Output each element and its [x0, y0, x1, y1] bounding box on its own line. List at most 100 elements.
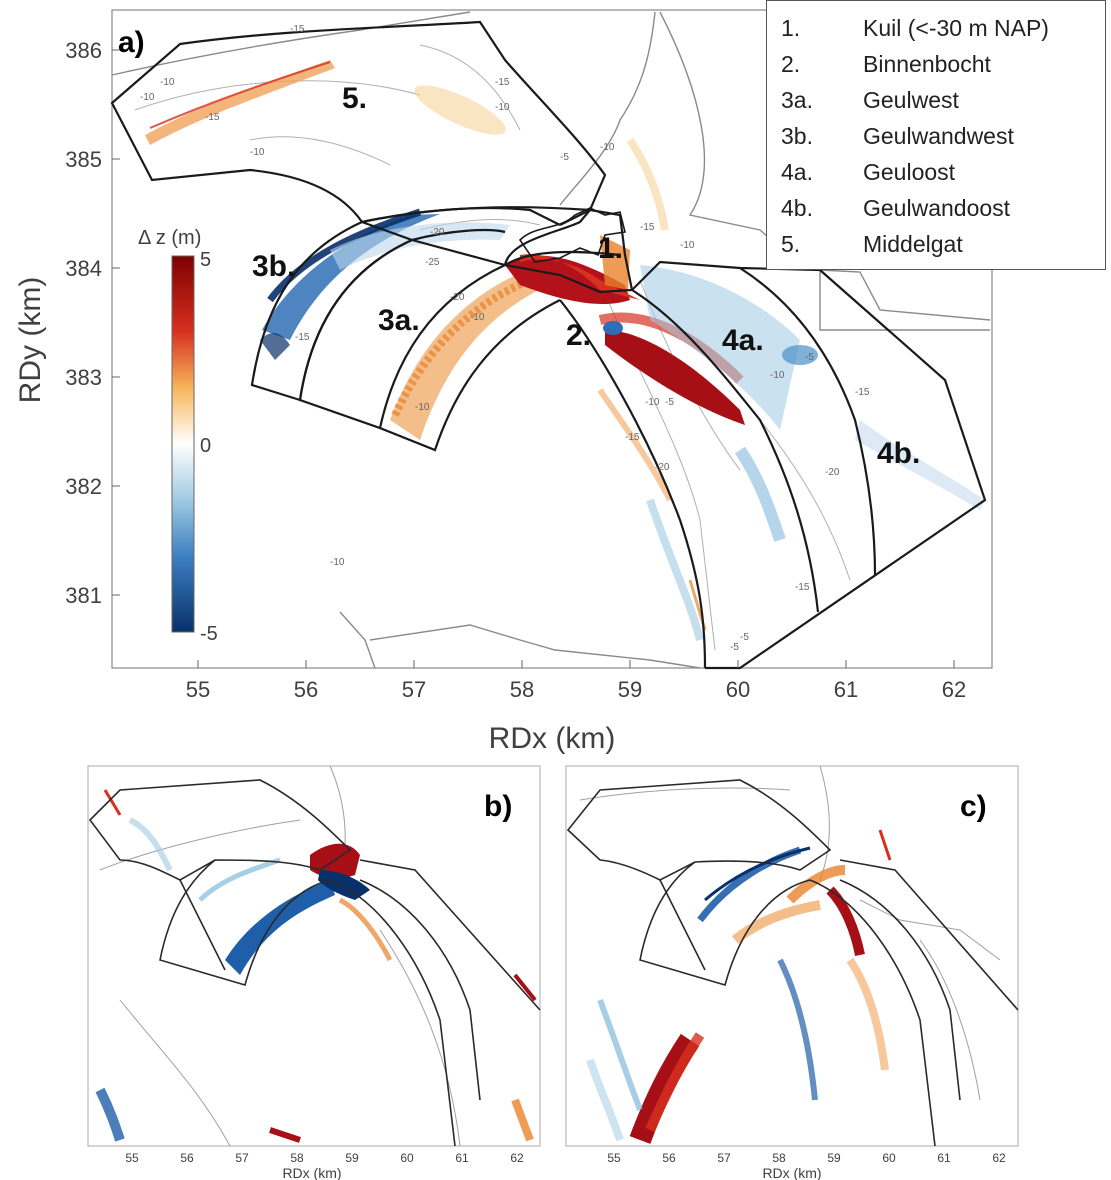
panel-a-yticks: 386 385 384 383 382 381 — [65, 38, 120, 608]
legend-item-number: 4a. — [781, 159, 813, 185]
svg-text:-10: -10 — [600, 142, 615, 153]
colorbar: Δ z (m) 5 0 -5 — [138, 227, 218, 645]
svg-text:-5: -5 — [665, 397, 674, 408]
legend-item-number: 2. — [781, 51, 801, 77]
legend-item-number: 4b. — [781, 195, 813, 221]
xtick-label: 58 — [290, 1151, 304, 1165]
svg-text:-15: -15 — [205, 112, 220, 123]
svg-text:-10: -10 — [680, 240, 695, 251]
svg-text:-5: -5 — [805, 352, 814, 363]
ytick-label: 382 — [65, 474, 102, 499]
legend-item-name: Geulwest — [863, 87, 959, 113]
panel-c-field — [586, 829, 892, 1144]
xtick-label: 56 — [662, 1151, 676, 1165]
xtick-label: 57 — [402, 677, 426, 702]
panel-c: c) 55 56 57 58 59 60 61 62 RDx (km) — [565, 765, 1019, 1180]
panel-b-frame — [87, 765, 541, 1147]
xtick-label: 56 — [294, 677, 318, 702]
xtick-label: 56 — [180, 1151, 194, 1165]
panel-b-xticks: 55 56 57 58 59 60 61 62 — [125, 1151, 524, 1165]
svg-text:-10: -10 — [470, 312, 485, 323]
xtick-label: 55 — [607, 1151, 621, 1165]
ytick-label: 385 — [65, 147, 102, 172]
legend-item-name: Geulwandwest — [863, 123, 1014, 149]
svg-text:-10: -10 — [770, 370, 785, 381]
xtick-label: 62 — [510, 1151, 524, 1165]
legend-item: 4a. Geuloost — [781, 159, 955, 186]
svg-text:-5: -5 — [730, 642, 739, 653]
xtick-label: 59 — [827, 1151, 841, 1165]
xtick-label: 59 — [345, 1151, 359, 1165]
xtick-label: 61 — [455, 1151, 469, 1165]
zone-label-3b: 3b. — [252, 250, 295, 283]
xtick-label: 55 — [125, 1151, 139, 1165]
svg-text:-10: -10 — [495, 102, 510, 113]
panel-b: b) 55 56 57 58 59 60 61 62 RDx (km) — [87, 765, 541, 1180]
legend-item-number: 3b. — [781, 123, 813, 149]
legend-item-number: 5. — [781, 231, 801, 257]
xtick-label: 60 — [400, 1151, 414, 1165]
svg-text:-10: -10 — [645, 397, 660, 408]
xtick-label: 61 — [937, 1151, 951, 1165]
panel-a-xticks: 55 56 57 58 59 60 61 62 — [186, 660, 966, 702]
svg-text:-20: -20 — [430, 227, 445, 238]
zone-label-4a: 4a. — [722, 324, 764, 357]
panel-b-label: b) — [484, 790, 512, 823]
legend-item: 3a. Geulwest — [781, 87, 959, 114]
panel-a-xlabel: RDx (km) — [489, 722, 616, 755]
svg-text:-10: -10 — [140, 92, 155, 103]
xtick-label: 57 — [717, 1151, 731, 1165]
xtick-label: 57 — [235, 1151, 249, 1165]
svg-text:-5: -5 — [740, 632, 749, 643]
xtick-label: 62 — [992, 1151, 1006, 1165]
svg-text:-15: -15 — [295, 332, 310, 343]
legend-item: 1. Kuil (<-30 m NAP) — [781, 15, 1049, 42]
kuil-outline — [518, 207, 626, 263]
panel-b-field — [95, 789, 537, 1143]
panel-b-xlabel: RDx (km) — [282, 1165, 341, 1180]
xtick-label: 61 — [834, 677, 858, 702]
zone-label-2: 2. — [566, 319, 591, 352]
legend-item-number: 3a. — [781, 87, 813, 113]
xtick-label: 60 — [882, 1151, 896, 1165]
legend-item: 5. Middelgat — [781, 231, 963, 258]
panel-a-ylabel: RDy (km) — [14, 277, 47, 404]
legend-item-name: Geulwandoost — [863, 195, 1011, 221]
panel-c-xticks: 55 56 57 58 59 60 61 62 — [607, 1151, 1006, 1165]
ytick-label: 386 — [65, 38, 102, 63]
svg-text:-15: -15 — [855, 387, 870, 398]
zone-label-4b: 4b. — [877, 437, 920, 470]
legend-item-name: Binnenbocht — [863, 51, 991, 77]
ytick-label: 384 — [65, 256, 102, 281]
zone-label-5: 5. — [342, 82, 367, 115]
svg-text:-15: -15 — [290, 24, 305, 35]
svg-text:-10: -10 — [160, 77, 175, 88]
panel-a-label: a) — [118, 26, 145, 59]
colorbar-title: Δ z (m) — [138, 227, 201, 249]
colorbar-bar — [171, 255, 195, 633]
panel-c-lines — [579, 765, 1001, 1101]
svg-text:-10: -10 — [250, 147, 265, 158]
legend-item-name: Geuloost — [863, 159, 956, 185]
xtick-label: 59 — [618, 677, 642, 702]
svg-text:-20: -20 — [450, 292, 465, 303]
legend-item: 3b. Geulwandwest — [781, 123, 1014, 150]
xtick-label: 58 — [510, 677, 534, 702]
xtick-label: 55 — [186, 677, 210, 702]
svg-text:-20: -20 — [655, 462, 670, 473]
svg-text:-15: -15 — [795, 582, 810, 593]
svg-text:-15: -15 — [625, 432, 640, 443]
legend-item: 2. Binnenbocht — [781, 51, 991, 78]
zone-label-1: 1. — [598, 232, 623, 265]
zone-legend: 1. Kuil (<-30 m NAP) 2. Binnenbocht 3a. Geu… — [766, 0, 1106, 270]
legend-item-name: Middelgat — [863, 231, 963, 257]
svg-text:-15: -15 — [640, 222, 655, 233]
xtick-label: 58 — [772, 1151, 786, 1165]
zone-label-3a: 3a. — [378, 304, 420, 337]
zone-outlines — [110, 20, 987, 670]
ytick-label: 383 — [65, 365, 102, 390]
svg-text:-10: -10 — [415, 402, 430, 413]
panel-c-outlines — [566, 779, 1019, 1147]
panel-c-label: c) — [960, 790, 987, 823]
xtick-label: 60 — [726, 677, 750, 702]
